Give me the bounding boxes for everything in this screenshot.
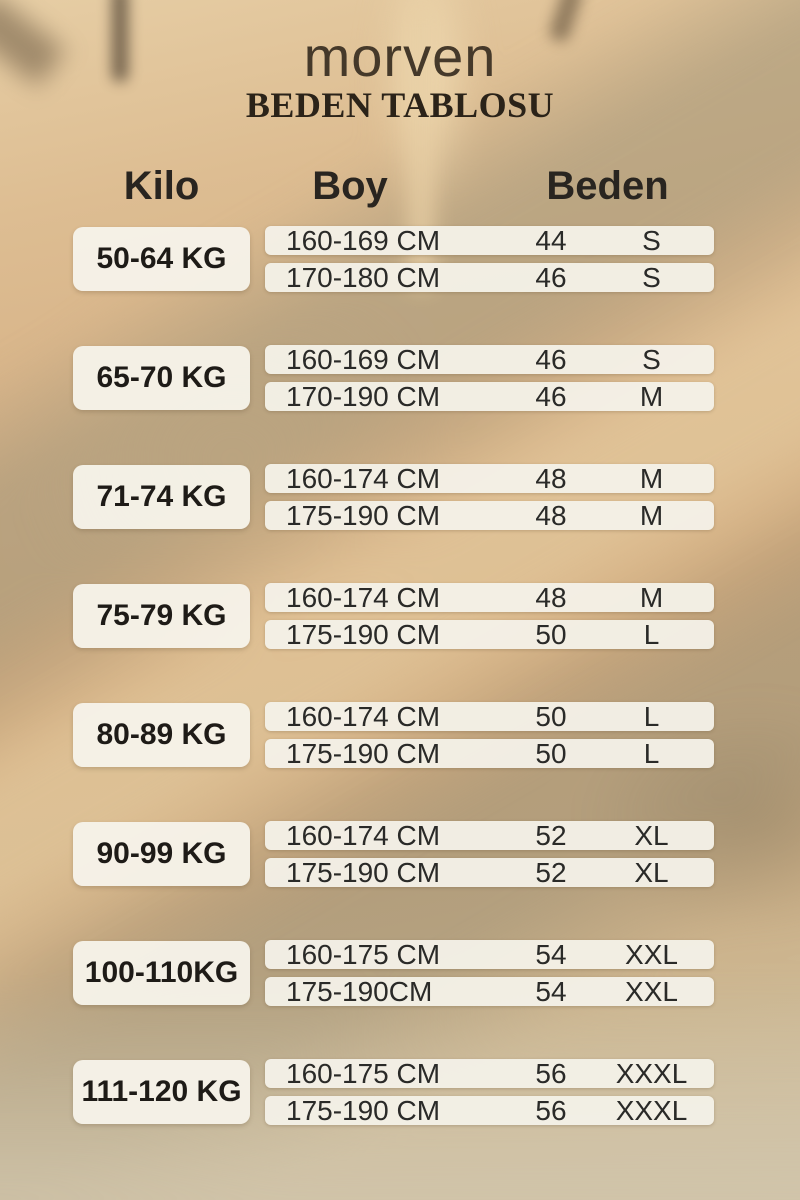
size-letter-cell: XL — [634, 857, 669, 888]
height-range-cell: 175-190CM — [286, 976, 433, 1007]
column-header-kilo: Kilo — [123, 163, 200, 208]
height-rows: 160-174 CM 52 XL 175-190 CM 52 XL — [265, 821, 714, 887]
size-letter-cell: L — [643, 619, 660, 650]
size-row: 160-174 CM 50 L — [265, 702, 714, 731]
size-row: 175-190 CM 50 L — [265, 739, 714, 768]
height-rows: 160-175 CM 56 XXXL 175-190 CM 56 XXXL — [265, 1059, 714, 1125]
size-number-cell: 54 — [535, 976, 567, 1007]
height-range-cell: 175-190 CM — [286, 857, 441, 888]
size-number-cell: 48 — [535, 463, 567, 494]
size-number-cell: 46 — [535, 344, 567, 375]
size-number-cell: 52 — [535, 857, 567, 888]
size-letter-cell: XL — [634, 820, 669, 851]
size-row: 175-190 CM 56 XXXL — [265, 1096, 714, 1125]
weight-range-label: 90-99 KG — [73, 822, 250, 886]
size-number-cell: 50 — [535, 701, 567, 732]
size-group: 100-110KG 160-175 CM 54 XXL 175-190CM 54… — [73, 940, 714, 1006]
brand-logo-text: morven — [303, 25, 497, 88]
height-range-cell: 175-190 CM — [286, 500, 441, 531]
size-groups: 50-64 KG 160-169 CM 44 S 170-180 CM 46 S… — [73, 226, 714, 1125]
weight-range-label: 71-74 KG — [73, 465, 250, 529]
size-letter-cell: XXL — [625, 939, 678, 970]
height-range-cell: 175-190 CM — [286, 738, 441, 769]
size-group: 71-74 KG 160-174 CM 48 M 175-190 CM 48 M — [73, 464, 714, 530]
size-letter-cell: XXL — [625, 976, 678, 1007]
size-row: 175-190 CM 52 XL — [265, 858, 714, 887]
size-row: 160-174 CM 48 M — [265, 583, 714, 612]
height-range-cell: 160-174 CM — [286, 701, 441, 732]
height-range-cell: 175-190 CM — [286, 619, 441, 650]
size-group: 111-120 KG 160-175 CM 56 XXXL 175-190 CM… — [73, 1059, 714, 1125]
height-range-cell: 170-190 CM — [286, 381, 441, 412]
size-number-cell: 48 — [535, 582, 567, 613]
size-number-cell: 54 — [535, 939, 567, 970]
height-range-cell: 160-174 CM — [286, 582, 441, 613]
size-number-cell: 56 — [535, 1095, 567, 1126]
size-number-cell: 50 — [535, 738, 567, 769]
weight-range-label: 111-120 KG — [73, 1060, 250, 1124]
weight-range-label: 65-70 KG — [73, 346, 250, 410]
size-number-cell: 52 — [535, 820, 567, 851]
size-letter-cell: M — [639, 582, 664, 613]
size-number-cell: 56 — [535, 1058, 567, 1089]
page-title: BEDEN TABLOSU — [245, 85, 555, 125]
height-rows: 160-174 CM 48 M 175-190 CM 48 M — [265, 464, 714, 530]
height-range-cell: 160-169 CM — [286, 225, 441, 256]
size-row: 160-174 CM 48 M — [265, 464, 714, 493]
size-letter-cell: XXXL — [615, 1095, 688, 1126]
size-letter-cell: S — [642, 262, 661, 293]
size-row: 160-174 CM 52 XL — [265, 821, 714, 850]
background-dark-mark — [112, 0, 128, 82]
size-letter-cell: S — [642, 225, 661, 256]
column-header-beden: Beden — [546, 163, 669, 208]
size-row: 160-175 CM 56 XXXL — [265, 1059, 714, 1088]
size-letter-cell: S — [642, 344, 661, 375]
height-rows: 160-174 CM 48 M 175-190 CM 50 L — [265, 583, 714, 649]
size-number-cell: 46 — [535, 381, 567, 412]
height-rows: 160-174 CM 50 L 175-190 CM 50 L — [265, 702, 714, 768]
weight-range-label: 75-79 KG — [73, 584, 250, 648]
size-letter-cell: L — [643, 738, 660, 769]
size-letter-cell: M — [639, 381, 664, 412]
size-row: 160-175 CM 54 XXL — [265, 940, 714, 969]
size-row: 175-190 CM 50 L — [265, 620, 714, 649]
weight-range-label: 80-89 KG — [73, 703, 250, 767]
height-range-cell: 160-174 CM — [286, 820, 441, 851]
size-row: 160-169 CM 46 S — [265, 345, 714, 374]
height-range-cell: 160-175 CM — [286, 1058, 441, 1089]
size-row: 170-180 CM 46 S — [265, 263, 714, 292]
size-letter-cell: M — [639, 500, 664, 531]
size-letter-cell: XXXL — [615, 1058, 688, 1089]
height-rows: 160-169 CM 46 S 170-190 CM 46 M — [265, 345, 714, 411]
column-header-boy: Boy — [312, 163, 388, 208]
weight-range-label: 100-110KG — [73, 941, 250, 1005]
size-row: 170-190 CM 46 M — [265, 382, 714, 411]
size-row: 175-190CM 54 XXL — [265, 977, 714, 1006]
height-range-cell: 170-180 CM — [286, 262, 441, 293]
height-range-cell: 160-174 CM — [286, 463, 441, 494]
height-range-cell: 160-175 CM — [286, 939, 441, 970]
size-group: 75-79 KG 160-174 CM 48 M 175-190 CM 50 L — [73, 583, 714, 649]
size-letter-cell: M — [639, 463, 664, 494]
size-row: 175-190 CM 48 M — [265, 501, 714, 530]
height-rows: 160-169 CM 44 S 170-180 CM 46 S — [265, 226, 714, 292]
height-range-cell: 160-169 CM — [286, 344, 441, 375]
height-rows: 160-175 CM 54 XXL 175-190CM 54 XXL — [265, 940, 714, 1006]
weight-range-label: 50-64 KG — [73, 227, 250, 291]
size-group: 90-99 KG 160-174 CM 52 XL 175-190 CM 52 … — [73, 821, 714, 887]
size-group: 65-70 KG 160-169 CM 46 S 170-190 CM 46 M — [73, 345, 714, 411]
size-letter-cell: L — [643, 701, 660, 732]
size-number-cell: 44 — [535, 225, 567, 256]
size-row: 160-169 CM 44 S — [265, 226, 714, 255]
size-group: 50-64 KG 160-169 CM 44 S 170-180 CM 46 S — [73, 226, 714, 292]
size-group: 80-89 KG 160-174 CM 50 L 175-190 CM 50 L — [73, 702, 714, 768]
size-number-cell: 46 — [535, 262, 567, 293]
height-range-cell: 175-190 CM — [286, 1095, 441, 1126]
size-number-cell: 48 — [535, 500, 567, 531]
size-number-cell: 50 — [535, 619, 567, 650]
